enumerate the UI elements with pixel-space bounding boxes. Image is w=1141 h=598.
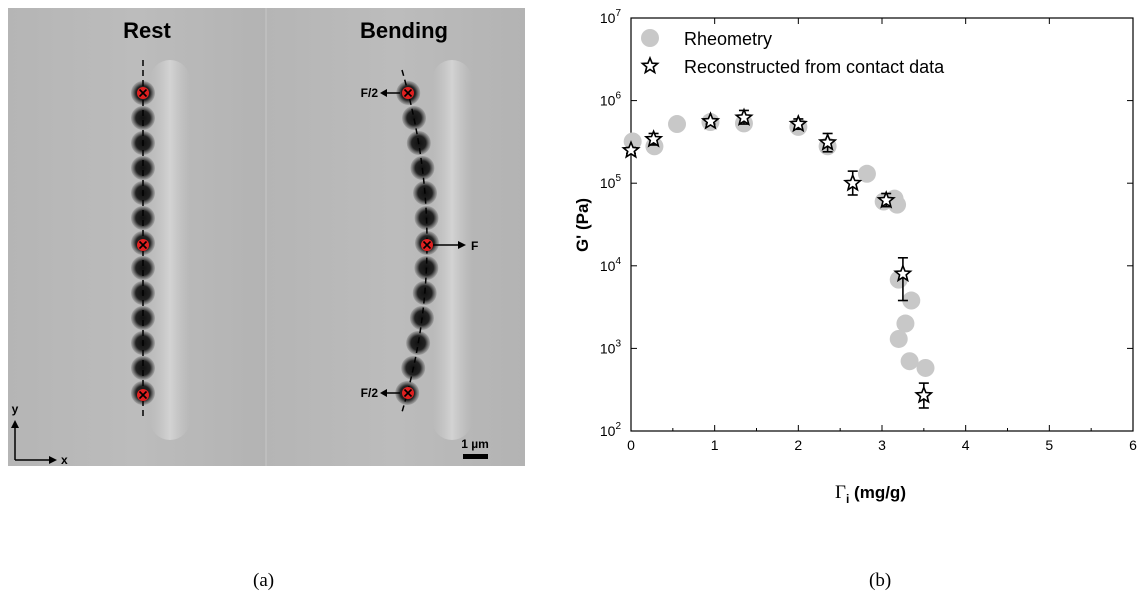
x-tick-label: 0 <box>627 437 635 453</box>
legend-label-rheometry: Rheometry <box>684 29 772 49</box>
bead <box>131 256 155 280</box>
reconstructed-point <box>643 129 664 148</box>
legend-label-reconstructed: Reconstructed from contact data <box>684 57 945 77</box>
force-point-marker <box>421 239 433 251</box>
reconstructed-point <box>893 256 913 302</box>
rheometry-point <box>916 358 935 377</box>
legend: Rheometry Reconstructed from contact dat… <box>640 29 945 77</box>
xy-axes-indicator <box>11 420 57 464</box>
scale-bar-label: 1 µm <box>461 437 489 451</box>
x-tick-label: 3 <box>878 437 886 453</box>
micrograph-right-bg <box>266 8 525 466</box>
reconstructed-point <box>817 132 838 153</box>
legend-marker-reconstructed <box>640 55 660 75</box>
caption-b: (b) <box>869 570 892 591</box>
x-axis-label: Γi (mg/g) <box>835 482 906 506</box>
x-axis-label-gamma: Γ <box>835 482 846 503</box>
bead <box>402 106 427 130</box>
bead <box>131 306 155 330</box>
force-arrow-bottom <box>380 389 400 397</box>
rheometry-point <box>896 314 915 333</box>
force-point-marker <box>137 87 149 99</box>
axis-ticks: 0 1 2 3 4 5 6 102 103 104 105 106 107 <box>600 8 1137 453</box>
force-label-bottom: F/2 <box>361 386 379 400</box>
rest-title: Rest <box>123 18 171 43</box>
bead <box>131 356 155 380</box>
series-reconstructed <box>621 107 934 409</box>
axis-y-label: y <box>12 402 19 416</box>
x-tick-label: 2 <box>794 437 802 453</box>
y-tick-label: 102 <box>600 421 622 439</box>
bead <box>131 156 155 180</box>
rheometry-point <box>900 352 919 371</box>
halo-left <box>150 60 190 440</box>
legend-marker-rheometry <box>641 29 659 47</box>
rheometry-point <box>889 329 908 348</box>
reconstructed-point <box>734 107 754 126</box>
y-tick-label: 103 <box>600 338 622 356</box>
force-markers <box>137 87 433 401</box>
reconstructed-point <box>621 140 641 159</box>
rheometry-point <box>857 164 876 183</box>
plot-frame <box>630 17 1134 432</box>
panel-a-micrograph: Rest Bending F/2 F F/2 1 µm y x <box>8 8 525 467</box>
force-point-marker <box>402 387 414 399</box>
y-tick-label: 105 <box>600 173 622 191</box>
force-point-marker <box>402 87 414 99</box>
force-label-middle: F <box>471 239 478 253</box>
bending-title: Bending <box>360 18 448 43</box>
reconstructed-point <box>843 170 863 196</box>
reconstructed-point <box>914 382 934 409</box>
caption-a: (a) <box>253 570 275 591</box>
series-rheometry <box>623 113 935 377</box>
y-tick-label: 106 <box>600 91 622 109</box>
rheometry-point <box>902 291 921 310</box>
force-point-marker <box>137 389 149 401</box>
force-arrow-top <box>380 89 400 97</box>
bead <box>131 206 155 230</box>
y-tick-label: 104 <box>600 256 622 274</box>
rheometry-point <box>623 132 642 151</box>
reconstructed-point <box>700 111 721 130</box>
x-axis-label-sub: i <box>846 492 849 506</box>
x-tick-label: 4 <box>962 437 970 453</box>
x-tick-label: 1 <box>711 437 719 453</box>
halo-right <box>432 60 472 440</box>
scale-bar <box>463 454 488 459</box>
force-arrow-middle <box>433 241 466 249</box>
force-label-top: F/2 <box>361 86 379 100</box>
rheometry-point <box>668 115 687 134</box>
axis-x-label: x <box>61 453 68 467</box>
x-tick-label: 5 <box>1045 437 1053 453</box>
x-tick-label: 6 <box>1129 437 1137 453</box>
panel-b-chart: 0 1 2 3 4 5 6 102 103 104 105 106 107 Rheometry Reco… <box>573 8 1137 506</box>
y-tick-label: 107 <box>600 8 622 26</box>
reconstructed-point <box>876 190 896 209</box>
y-axis-label: G' (Pa) <box>573 198 592 252</box>
x-axis-label-unit: (mg/g) <box>849 483 906 502</box>
force-point-marker <box>137 239 149 251</box>
reconstructed-point <box>788 113 808 133</box>
bead <box>131 106 155 130</box>
rheometry-point <box>888 195 907 214</box>
